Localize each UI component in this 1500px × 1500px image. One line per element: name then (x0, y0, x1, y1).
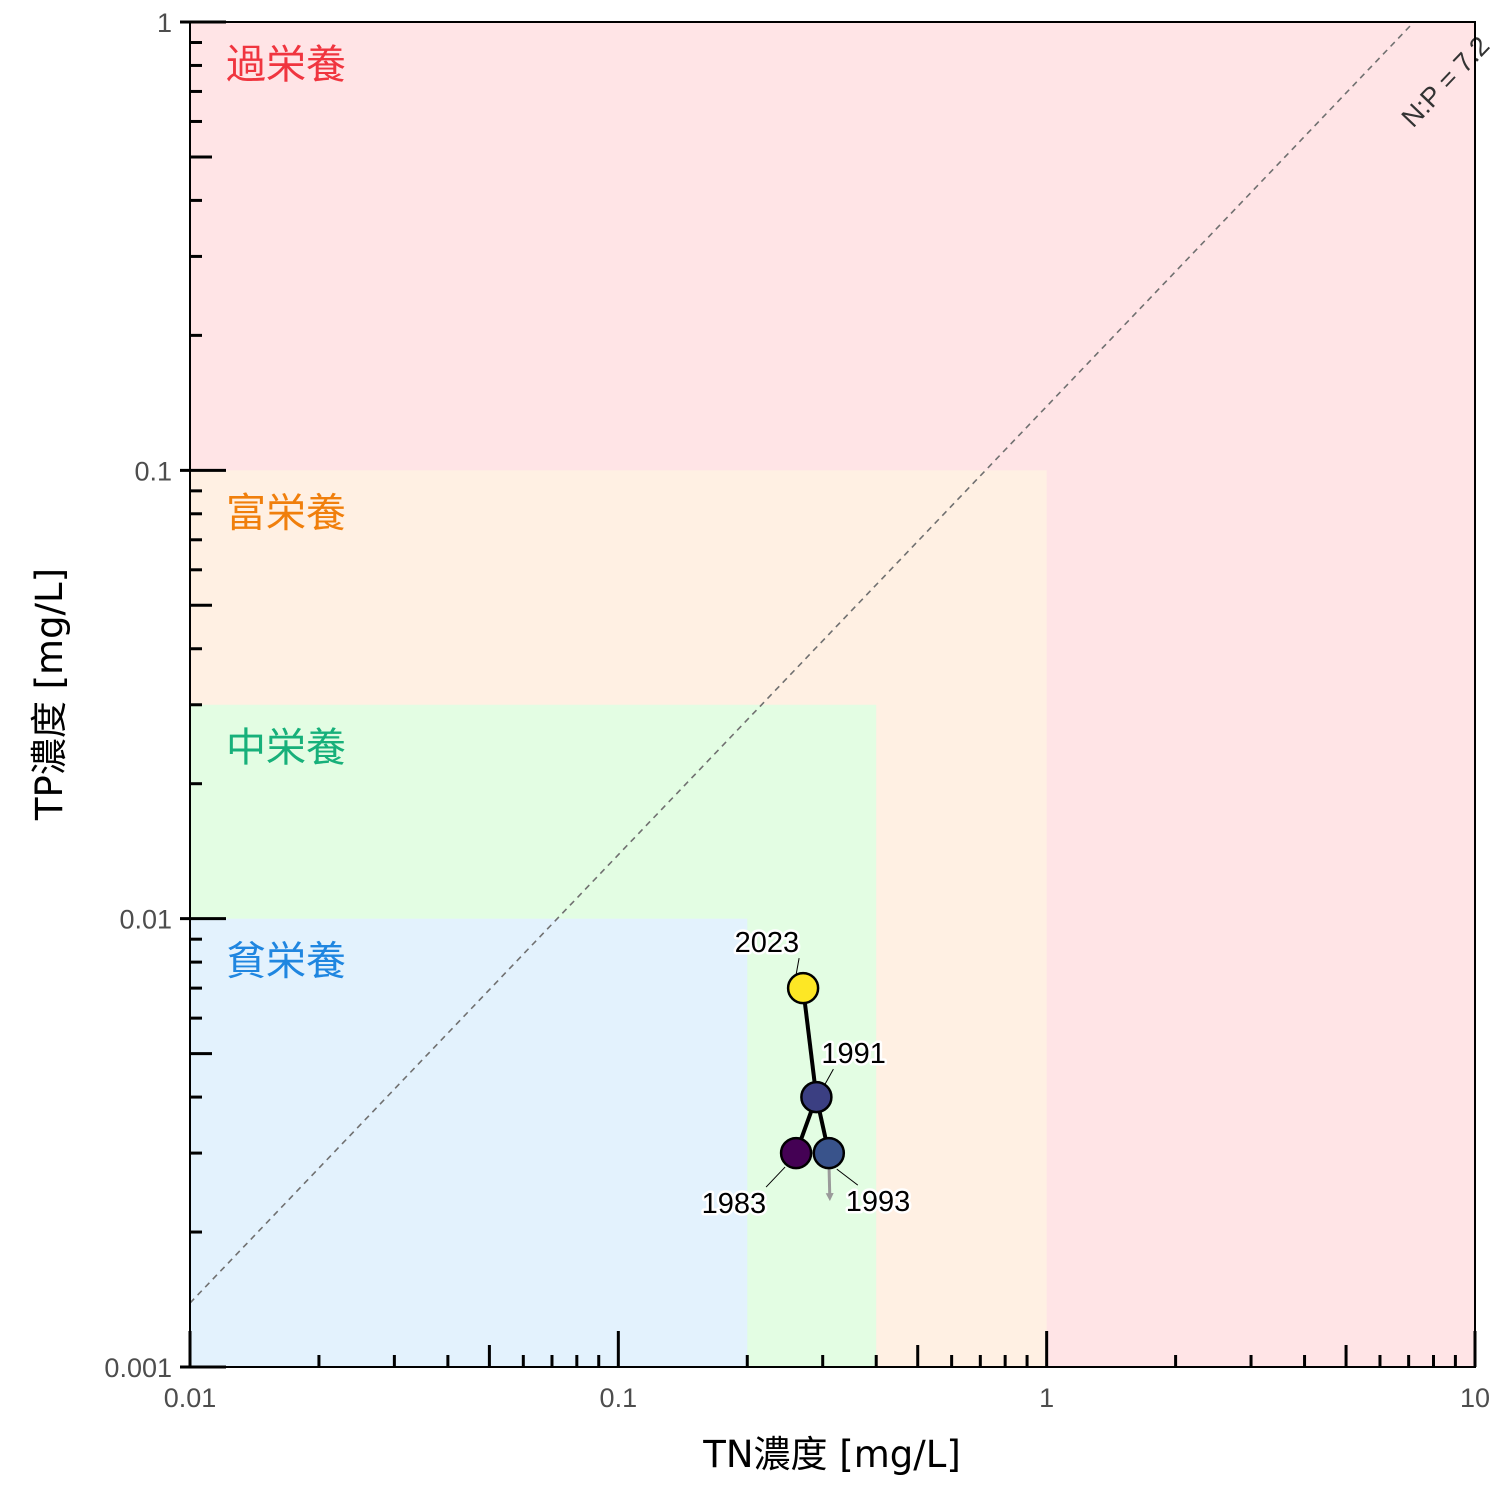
x-axis-title: TN濃度 [mg/L] (702, 1433, 961, 1476)
x-tick-label-2: 1 (1039, 1383, 1054, 1413)
np-ratio-line (190, 22, 1415, 1304)
x-tick-label-1: 0.1 (600, 1383, 638, 1413)
trophic-zones (190, 22, 1475, 1367)
trajectory-line-latest (801, 987, 819, 1098)
point-1993 (812, 1136, 846, 1170)
point-1983 (779, 1136, 813, 1170)
y-tick-label-3: 1 (157, 8, 172, 38)
zone-label-0: 過栄養 (226, 42, 346, 88)
point-label-1991: 1991 (821, 1038, 886, 1070)
zone-label-3: 貧栄養 (226, 939, 346, 985)
data-series: 1983 1991 1993 2023 (699, 925, 913, 1223)
np-ratio-line-group (190, 22, 1415, 1304)
y-axis-title: TP濃度 [mg/L] (28, 568, 71, 821)
y-tick-label-1: 0.01 (119, 905, 172, 935)
point-label-2023: 2023 (735, 927, 800, 959)
zone-rect-3 (190, 918, 748, 1367)
x-tick-label-3: 10 (1460, 1383, 1490, 1413)
point-1991 (800, 1080, 833, 1114)
x-tick-label-0: 0.01 (164, 1383, 217, 1413)
point-leader-1983 (765, 1166, 786, 1188)
zone-label-2: 中栄養 (226, 725, 346, 771)
point-label-1983: 1983 (702, 1188, 767, 1220)
y-tick-label-0: 0.001 (104, 1353, 172, 1383)
zone-label-1: 富栄養 (226, 490, 346, 536)
y-tick-label-2: 0.1 (134, 456, 172, 486)
point-leader-1993 (836, 1168, 859, 1186)
point-label-1993: 1993 (846, 1186, 911, 1218)
point-2023 (786, 971, 820, 1005)
plot-frame (189, 21, 1476, 1368)
